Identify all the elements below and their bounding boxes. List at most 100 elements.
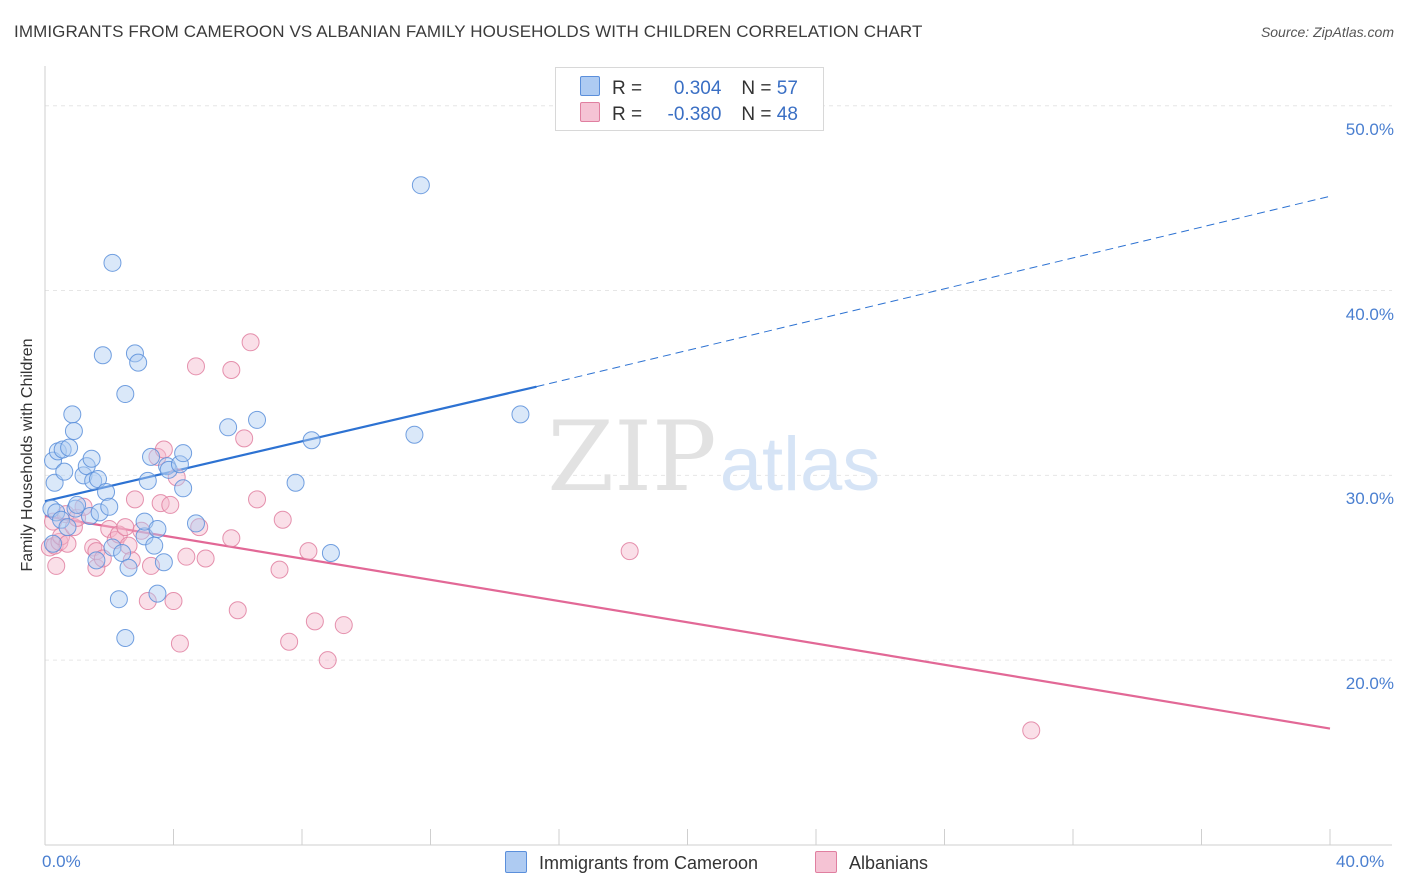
point-cameroon [63,405,82,424]
point-cameroon [411,176,430,195]
point-cameroon [170,455,189,474]
point-albanians [1022,721,1041,740]
bottom-legend-cameroon: Immigrants from Cameroon [505,851,758,874]
point-albanians [241,333,260,352]
point-cameroon [145,536,164,555]
point-albanians [222,529,241,548]
point-cameroon [90,503,109,522]
gridlines [45,105,1392,661]
point-albanians [119,536,138,555]
point-cameroon [68,495,87,514]
chart-title: IMMIGRANTS FROM CAMEROON VS ALBANIAN FAM… [14,22,923,41]
legend-swatch-blue [580,76,600,96]
point-cameroon [87,551,106,570]
point-cameroon [142,447,161,466]
source-attribution: Source: ZipAtlas.com [1260,24,1394,40]
point-albanians [125,490,144,509]
point-cameroon [148,584,167,603]
legend-n-value-cameroon: 57 [776,78,798,99]
point-cameroon [80,507,99,526]
bottom-legend-albanians: Albanians [815,851,928,874]
axes [44,66,1392,846]
correlation-legend: R = 0.304 N = 57 R = -0.380 N = 48 [555,67,824,131]
point-cameroon [53,440,72,459]
point-cameroon [52,510,71,529]
bottom-legend-swatch-pink [815,851,837,873]
point-cameroon [44,534,63,553]
legend-r-value-albanians: -0.380 [667,104,722,125]
legend-r-label: R = [612,104,643,125]
point-cameroon [511,405,530,424]
point-cameroon [159,460,178,479]
legend-n-value-albanians: 48 [776,104,798,125]
point-cameroon [119,558,138,577]
point-cameroon [154,553,173,572]
point-cameroon [186,514,205,533]
data-points [40,176,1041,740]
bottom-legend-swatch-blue [505,851,527,873]
point-albanians [273,510,292,529]
point-cameroon [109,590,128,609]
bottom-legend-label-albanians: Albanians [849,853,929,873]
legend-swatch-pink [580,102,600,122]
point-albanians [164,592,183,611]
point-cameroon [100,497,119,516]
point-albanians [620,542,639,561]
trend-line-cameroon-extension [536,195,1331,388]
y-axis-label: Family Households with Children [19,338,36,572]
legend-r-value-cameroon: 0.304 [673,78,722,99]
point-cameroon [116,385,135,404]
point-cameroon [129,353,148,372]
point-albanians [305,612,324,631]
point-cameroon [286,473,305,492]
legend-row-cameroon: R = 0.304 N = 57 [580,76,798,100]
point-albanians [228,601,247,620]
point-cameroon [405,425,424,444]
legend-n-label: N = [741,104,772,125]
point-cameroon [138,471,157,490]
y-tick-label: 50.0% [1345,119,1394,139]
point-albanians [248,490,267,509]
point-albanians [116,518,135,537]
point-albanians [186,357,205,376]
point-cameroon [148,519,167,538]
y-tick-label: 30.0% [1345,489,1394,509]
trend-lines [44,195,1331,730]
point-cameroon [89,470,108,489]
point-albanians [270,560,289,579]
point-cameroon [174,479,193,498]
point-albanians [222,361,241,380]
legend-r-label: R = [612,78,643,99]
bottom-legend-label-cameroon: Immigrants from Cameroon [539,853,759,873]
point-cameroon [93,346,112,365]
y-tick-label: 20.0% [1345,674,1394,694]
watermark-atlas: atlas [720,422,881,507]
y-tick-label: 40.0% [1345,304,1394,324]
point-cameroon [55,462,74,481]
point-albanians [138,592,157,611]
point-albanians [161,495,180,514]
point-cameroon [64,422,83,441]
point-albanians [177,547,196,566]
point-cameroon [116,629,135,648]
point-cameroon [58,518,77,537]
legend-row-albanians: R = -0.380 N = 48 [580,102,798,126]
point-cameroon [302,431,321,450]
point-albanians [299,542,318,561]
x-tick-label-max: 40.0% [1336,852,1385,871]
point-cameroon [248,410,267,429]
x-tick-label-min: 0.0% [42,852,81,871]
watermark-zip: ZIP [547,401,716,513]
point-cameroon [103,253,122,272]
watermark: ZIP atlas [547,401,880,513]
point-albanians [148,447,167,466]
point-albanians [235,429,254,448]
point-albanians [280,632,299,651]
legend-n-label: N = [741,78,772,99]
point-cameroon [321,543,340,562]
point-albanians [334,616,353,635]
point-albanians [318,651,337,670]
point-cameroon [219,418,238,437]
point-albanians [100,519,119,538]
